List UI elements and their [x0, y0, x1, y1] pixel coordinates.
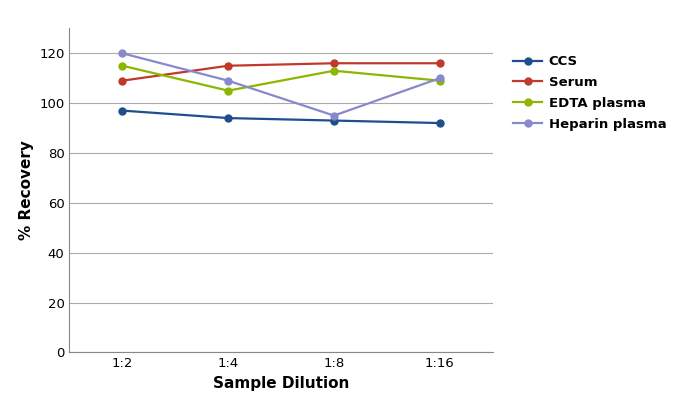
- CCS: [330, 118, 338, 123]
- CCS: [118, 108, 126, 113]
- EDTA plasma: [118, 63, 126, 68]
- Line: EDTA plasma: EDTA plasma: [119, 62, 443, 94]
- Serum: [436, 61, 444, 66]
- Heparin plasma: [330, 113, 338, 118]
- Legend: CCS, Serum, EDTA plasma, Heparin plasma: CCS, Serum, EDTA plasma, Heparin plasma: [514, 55, 666, 131]
- Serum: [118, 78, 126, 83]
- CCS: [224, 116, 232, 121]
- EDTA plasma: [330, 68, 338, 73]
- Heparin plasma: [224, 78, 232, 83]
- Serum: [330, 61, 338, 66]
- EDTA plasma: [436, 78, 444, 83]
- Line: CCS: CCS: [119, 107, 443, 126]
- X-axis label: Sample Dilution: Sample Dilution: [213, 376, 349, 391]
- EDTA plasma: [224, 88, 232, 93]
- Line: Serum: Serum: [119, 60, 443, 84]
- Y-axis label: % Recovery: % Recovery: [19, 141, 33, 240]
- Heparin plasma: [118, 51, 126, 56]
- CCS: [436, 121, 444, 126]
- Serum: [224, 63, 232, 68]
- Heparin plasma: [436, 76, 444, 81]
- Line: Heparin plasma: Heparin plasma: [119, 50, 443, 119]
